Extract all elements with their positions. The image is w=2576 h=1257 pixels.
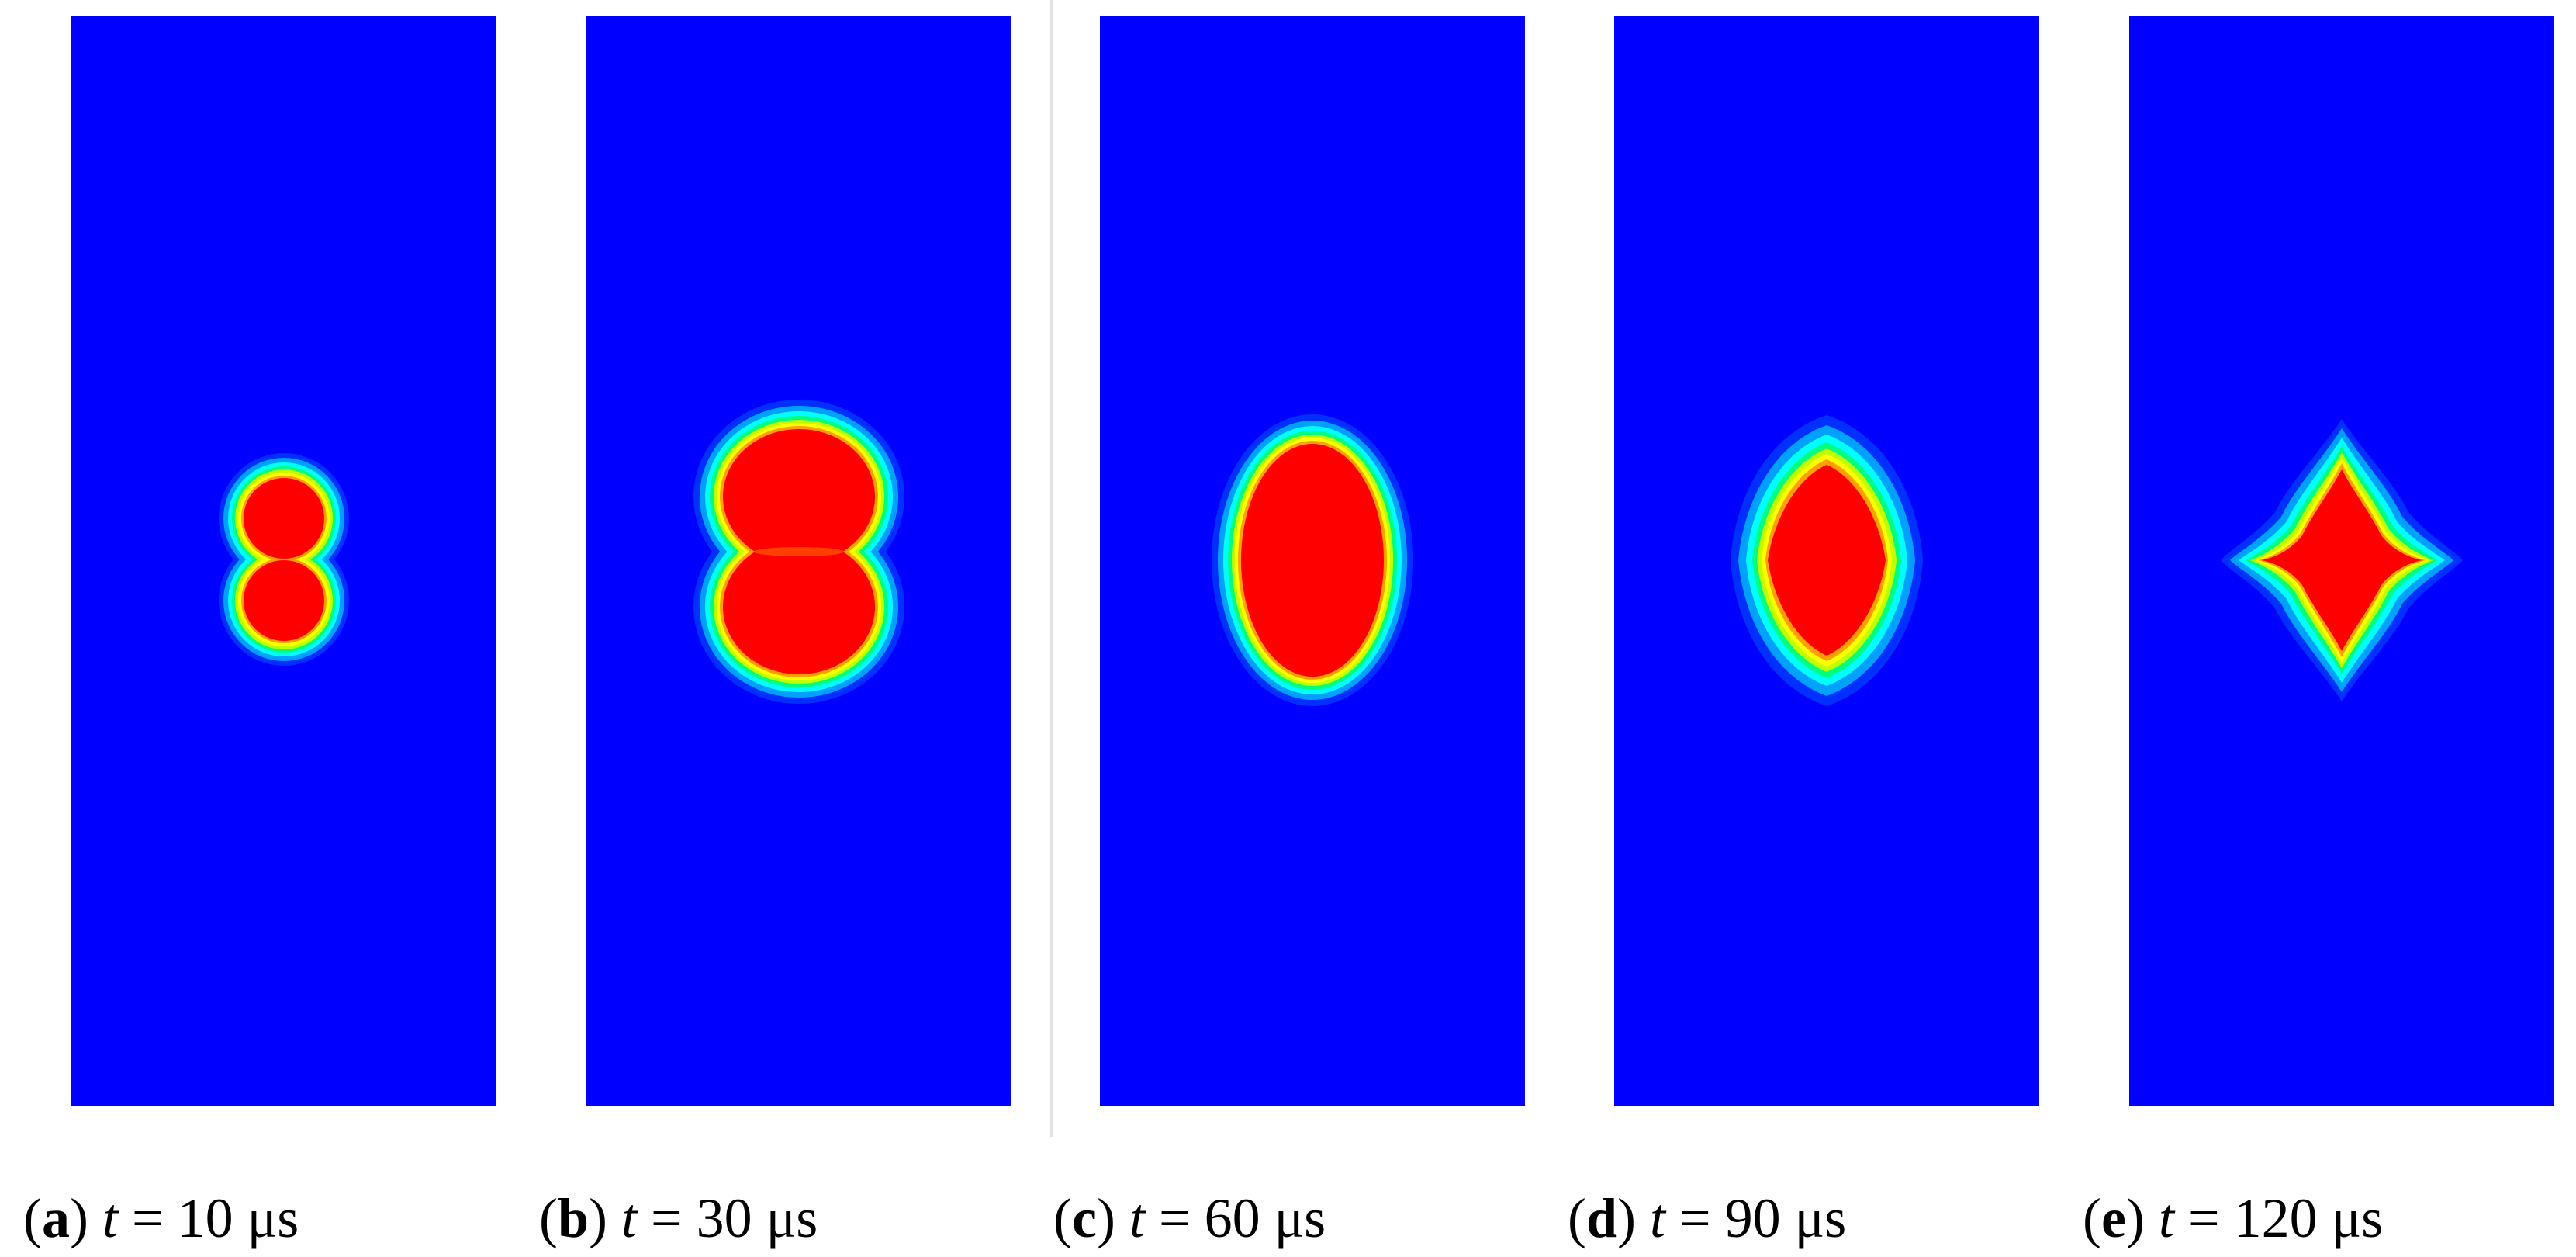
caption-variable: t xyxy=(102,1187,118,1249)
panel-divider xyxy=(1050,0,1053,1137)
caption-unit: μs xyxy=(1794,1187,1847,1249)
caption-variable: t xyxy=(621,1187,638,1249)
caption-equals: = xyxy=(1144,1187,1205,1249)
caption-c: (c) t = 60 μs xyxy=(1053,1187,1326,1249)
caption-letter: a xyxy=(41,1187,70,1249)
caption-value: 60 xyxy=(1204,1187,1260,1249)
rupture-zone-b xyxy=(693,400,904,704)
caption-value: 30 xyxy=(696,1187,752,1249)
caption-equals: = xyxy=(2173,1187,2234,1249)
rupture-zone-d xyxy=(1731,415,1923,706)
contour-plot-a xyxy=(71,16,496,1106)
contour-panel-b xyxy=(586,16,1011,1106)
contour-panel-d xyxy=(1614,16,2039,1106)
contour-plot-d xyxy=(1614,16,2039,1106)
caption-e: (e) t = 120 μs xyxy=(2083,1187,2384,1249)
caption-value: 120 xyxy=(2233,1187,2318,1249)
contour-panel-c xyxy=(1100,16,1525,1106)
caption-a: (a) t = 10 μs xyxy=(23,1187,299,1249)
caption-variable: t xyxy=(2158,1187,2174,1249)
caption-equals: = xyxy=(117,1187,178,1249)
caption-unit: μs xyxy=(247,1187,299,1249)
contour-plot-b xyxy=(586,16,1011,1106)
caption-letter: e xyxy=(2101,1187,2126,1249)
caption-letter: b xyxy=(557,1187,590,1249)
caption-equals: = xyxy=(1665,1187,1725,1249)
contour-panel-e xyxy=(2129,16,2554,1106)
caption-letter: d xyxy=(1585,1187,1618,1249)
rupture-zone-a xyxy=(219,453,349,666)
caption-d: (d) t = 90 μs xyxy=(1568,1187,1847,1249)
rupture-zone-c xyxy=(1212,414,1413,706)
caption-unit: μs xyxy=(1274,1187,1326,1249)
contour-plot-e xyxy=(2129,16,2554,1106)
caption-variable: t xyxy=(1129,1187,1145,1249)
caption-b: (b) t = 30 μs xyxy=(539,1187,818,1249)
caption-equals: = xyxy=(637,1187,697,1249)
caption-unit: μs xyxy=(2331,1187,2384,1249)
rupture-zone-e xyxy=(2221,419,2463,701)
contour-plot-c xyxy=(1100,16,1525,1106)
caption-value: 90 xyxy=(1724,1187,1781,1249)
caption-variable: t xyxy=(1650,1187,1666,1249)
caption-value: 10 xyxy=(177,1187,233,1249)
caption-letter: c xyxy=(1071,1187,1097,1249)
contour-panel-a xyxy=(71,16,496,1106)
caption-unit: μs xyxy=(766,1187,818,1249)
